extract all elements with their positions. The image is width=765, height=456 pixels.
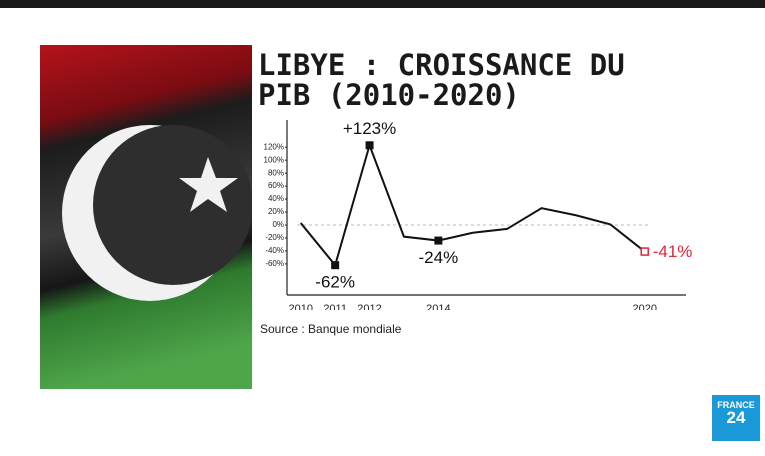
- y-tick-label: 20%: [268, 207, 284, 216]
- x-tick-label: 2012: [357, 303, 381, 310]
- logo-text: FRANCE: [717, 400, 755, 410]
- logo: FRANCE 24: [712, 395, 760, 441]
- chart-title: LIBYE : CROISSANCE DU PIB (2010-2020): [258, 48, 625, 112]
- logo-text: 24: [726, 408, 746, 427]
- line: [299, 142, 646, 268]
- y-tick-label: 60%: [268, 181, 284, 190]
- y-tick-label: 120%: [264, 142, 284, 151]
- marker: [640, 247, 649, 256]
- marker: [365, 141, 374, 150]
- y-tick-label: 0%: [272, 220, 284, 229]
- y-tick-label: 100%: [264, 155, 284, 164]
- data-label: +123%: [343, 119, 396, 138]
- source: Source : Banque mondiale: [260, 322, 402, 336]
- marker: [331, 261, 340, 270]
- y-tick-label: -60%: [265, 259, 284, 268]
- x-tick-label: 2010: [289, 303, 313, 310]
- marker: [434, 236, 443, 245]
- x-tick-label: 2020: [632, 303, 656, 310]
- y-tick-label: -40%: [265, 246, 284, 255]
- data-label: -41%: [653, 242, 693, 261]
- x-tick-label: 2014: [426, 303, 450, 310]
- y-tick-label: 40%: [268, 194, 284, 203]
- data-label: -24%: [419, 248, 459, 267]
- top-bar: [0, 0, 765, 8]
- y-tick-label: 80%: [268, 168, 284, 177]
- flag: [40, 45, 252, 389]
- x-tick-label: 2011: [323, 303, 347, 310]
- data-label: -62%: [315, 273, 355, 292]
- y-tick-label: -20%: [265, 233, 284, 242]
- chart: -60% -40% -20% 0% 20% 40% 60% 80% 100% 120% 2010 20…: [264, 119, 693, 310]
